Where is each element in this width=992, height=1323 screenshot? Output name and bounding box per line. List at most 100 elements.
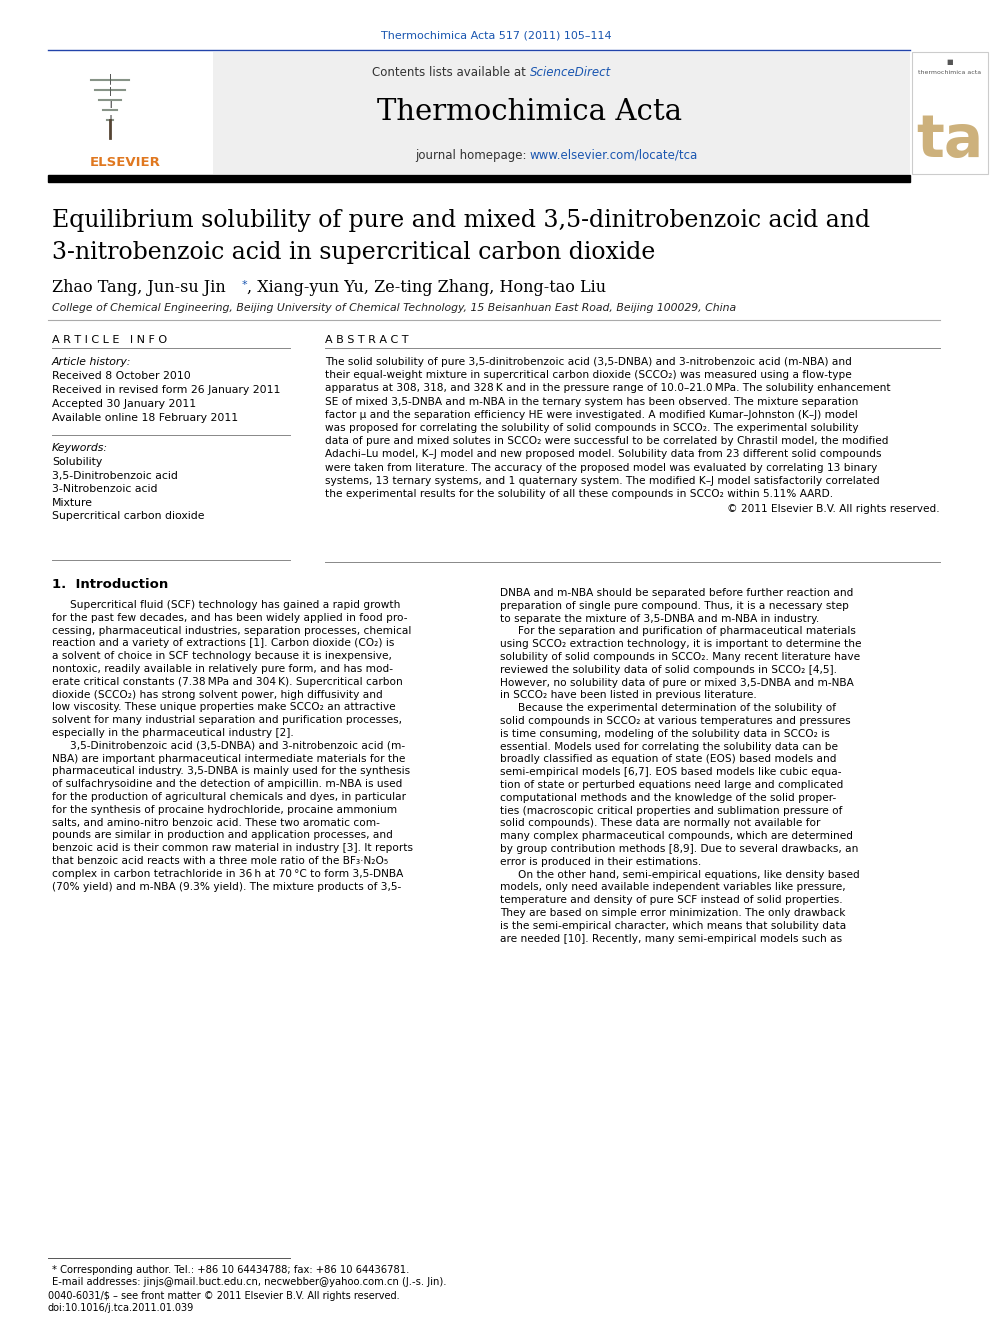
Text: DNBA and m-NBA should be separated before further reaction and: DNBA and m-NBA should be separated befor… (500, 587, 853, 598)
Text: using SCCO₂ extraction technology, it is important to determine the: using SCCO₂ extraction technology, it is… (500, 639, 861, 650)
Text: 3-nitrobenzoic acid in supercritical carbon dioxide: 3-nitrobenzoic acid in supercritical car… (52, 241, 656, 263)
Text: is time consuming, modeling of the solubility data in SCCO₂ is: is time consuming, modeling of the solub… (500, 729, 829, 738)
Text: is the semi-empirical character, which means that solubility data: is the semi-empirical character, which m… (500, 921, 846, 931)
Text: Thermochimica Acta: Thermochimica Acta (377, 98, 682, 126)
Text: nontoxic, readily available in relatively pure form, and has mod-: nontoxic, readily available in relativel… (52, 664, 393, 673)
Text: Supercritical fluid (SCF) technology has gained a rapid growth: Supercritical fluid (SCF) technology has… (70, 601, 401, 610)
Text: For the separation and purification of pharmaceutical materials: For the separation and purification of p… (518, 626, 856, 636)
Text: (70% yield) and m-NBA (9.3% yield). The mixture products of 3,5-: (70% yield) and m-NBA (9.3% yield). The … (52, 881, 401, 892)
Text: for the production of agricultural chemicals and dyes, in particular: for the production of agricultural chemi… (52, 792, 406, 802)
Text: |: | (108, 74, 112, 83)
Text: Keywords:: Keywords: (52, 443, 108, 452)
Text: , Xiang-yun Yu, Ze-ting Zhang, Hong-tao Liu: , Xiang-yun Yu, Ze-ting Zhang, Hong-tao … (247, 279, 606, 296)
Text: 3,5-Dinitrobenzoic acid (3,5-DNBA) and 3-nitrobenzoic acid (m-: 3,5-Dinitrobenzoic acid (3,5-DNBA) and 3… (70, 741, 405, 750)
Text: erate critical constants (7.38 MPa and 304 K). Supercritical carbon: erate critical constants (7.38 MPa and 3… (52, 677, 403, 687)
Text: |: | (109, 115, 111, 120)
Text: |: | (109, 101, 111, 108)
Text: cessing, pharmaceutical industries, separation processes, chemical: cessing, pharmaceutical industries, sepa… (52, 626, 412, 635)
Text: Adachi–Lu model, K–J model and new proposed model. Solubility data from 23 diffe: Adachi–Lu model, K–J model and new propo… (325, 450, 882, 459)
Text: However, no solubility data of pure or mixed 3,5-DNBA and m-NBA: However, no solubility data of pure or m… (500, 677, 854, 688)
Text: |: | (108, 87, 111, 97)
Text: factor μ and the separation efficiency HE were investigated. A modified Kumar–Jo: factor μ and the separation efficiency H… (325, 410, 858, 419)
Text: to separate the mixture of 3,5-DNBA and m-NBA in industry.: to separate the mixture of 3,5-DNBA and … (500, 614, 819, 623)
Text: pounds are similar in production and application processes, and: pounds are similar in production and app… (52, 831, 393, 840)
Text: salts, and amino-nitro benzoic acid. These two aromatic com-: salts, and amino-nitro benzoic acid. The… (52, 818, 380, 828)
Text: many complex pharmaceutical compounds, which are determined: many complex pharmaceutical compounds, w… (500, 831, 853, 841)
Text: On the other hand, semi-empirical equations, like density based: On the other hand, semi-empirical equati… (518, 869, 860, 880)
Text: 3-Nitrobenzoic acid: 3-Nitrobenzoic acid (52, 484, 158, 493)
Text: that benzoic acid reacts with a three mole ratio of the BF₃·N₂O₅: that benzoic acid reacts with a three mo… (52, 856, 388, 867)
Text: was proposed for correlating the solubility of solid compounds in SCCO₂. The exp: was proposed for correlating the solubil… (325, 423, 859, 433)
Text: 0040-6031/$ – see front matter © 2011 Elsevier B.V. All rights reserved.: 0040-6031/$ – see front matter © 2011 El… (48, 1291, 400, 1301)
Text: a solvent of choice in SCF technology because it is inexpensive,: a solvent of choice in SCF technology be… (52, 651, 392, 662)
Text: |: | (109, 101, 111, 108)
Text: complex in carbon tetrachloride in 36 h at 70 °C to form 3,5-DNBA: complex in carbon tetrachloride in 36 h … (52, 869, 404, 878)
Text: Received 8 October 2010: Received 8 October 2010 (52, 370, 190, 381)
Text: the experimental results for the solubility of all these compounds in SCCO₂ with: the experimental results for the solubil… (325, 490, 833, 499)
Text: www.elsevier.com/locate/tca: www.elsevier.com/locate/tca (530, 148, 698, 161)
Text: preparation of single pure compound. Thus, it is a necessary step: preparation of single pure compound. Thu… (500, 601, 849, 611)
Text: solid compounds in SCCO₂ at various temperatures and pressures: solid compounds in SCCO₂ at various temp… (500, 716, 850, 726)
Text: A R T I C L E   I N F O: A R T I C L E I N F O (52, 335, 167, 345)
Text: |: | (108, 74, 112, 83)
Text: in SCCO₂ have been listed in previous literature.: in SCCO₂ have been listed in previous li… (500, 691, 757, 700)
Text: The solid solubility of pure 3,5-dinitrobenzoic acid (3,5-DNBA) and 3-nitrobenzo: The solid solubility of pure 3,5-dinitro… (325, 357, 852, 366)
Text: |: | (108, 74, 112, 83)
Text: Thermochimica Acta 517 (2011) 105–114: Thermochimica Acta 517 (2011) 105–114 (381, 30, 611, 41)
Text: error is produced in their estimations.: error is produced in their estimations. (500, 857, 701, 867)
Text: apparatus at 308, 318, and 328 K and in the pressure range of 10.0–21.0 MPa. The: apparatus at 308, 318, and 328 K and in … (325, 384, 891, 393)
Text: systems, 13 ternary systems, and 1 quaternary system. The modified K–J model sat: systems, 13 ternary systems, and 1 quate… (325, 476, 880, 486)
Text: pharmaceutical industry. 3,5-DNBA is mainly used for the synthesis: pharmaceutical industry. 3,5-DNBA is mai… (52, 766, 410, 777)
Text: reaction and a variety of extractions [1]. Carbon dioxide (CO₂) is: reaction and a variety of extractions [1… (52, 639, 395, 648)
Text: their equal-weight mixture in supercritical carbon dioxide (SCCO₂) was measured : their equal-weight mixture in supercriti… (325, 370, 852, 380)
Text: solid compounds). These data are normally not available for: solid compounds). These data are normall… (500, 819, 820, 828)
Text: for the past few decades, and has been widely applied in food pro-: for the past few decades, and has been w… (52, 613, 408, 623)
Text: low viscosity. These unique properties make SCCO₂ an attractive: low viscosity. These unique properties m… (52, 703, 396, 712)
Text: especially in the pharmaceutical industry [2].: especially in the pharmaceutical industr… (52, 728, 294, 738)
Text: doi:10.1016/j.tca.2011.01.039: doi:10.1016/j.tca.2011.01.039 (48, 1303, 194, 1312)
Text: thermochimica acta: thermochimica acta (919, 70, 981, 74)
Text: journal homepage:: journal homepage: (415, 148, 530, 161)
Text: They are based on simple error minimization. The only drawback: They are based on simple error minimizat… (500, 908, 845, 918)
Text: © 2011 Elsevier B.V. All rights reserved.: © 2011 Elsevier B.V. All rights reserved… (727, 504, 940, 515)
Text: E-mail addresses: jinjs@mail.buct.edu.cn, necwebber@yahoo.com.cn (J.-s. Jin).: E-mail addresses: jinjs@mail.buct.edu.cn… (52, 1277, 446, 1287)
Text: essential. Models used for correlating the solubility data can be: essential. Models used for correlating t… (500, 742, 838, 751)
Text: dioxide (SCCO₂) has strong solvent power, high diffusivity and: dioxide (SCCO₂) has strong solvent power… (52, 689, 383, 700)
Text: Zhao Tang, Jun-su Jin: Zhao Tang, Jun-su Jin (52, 279, 226, 296)
Text: reviewed the solubility data of solid compounds in SCCO₂ [4,5].: reviewed the solubility data of solid co… (500, 664, 837, 675)
Text: A B S T R A C T: A B S T R A C T (325, 335, 409, 345)
Bar (48, 175, 910, 183)
Text: for the synthesis of procaine hydrochloride, procaine ammonium: for the synthesis of procaine hydrochlor… (52, 804, 397, 815)
FancyBboxPatch shape (912, 52, 988, 175)
Text: 3,5-Dinitrobenzoic acid: 3,5-Dinitrobenzoic acid (52, 471, 178, 480)
Text: |: | (108, 87, 111, 97)
Text: semi-empirical models [6,7]. EOS based models like cubic equa-: semi-empirical models [6,7]. EOS based m… (500, 767, 841, 777)
Text: 1.  Introduction: 1. Introduction (52, 578, 169, 591)
Text: tion of state or perturbed equations need large and complicated: tion of state or perturbed equations nee… (500, 781, 843, 790)
Text: Solubility: Solubility (52, 456, 102, 467)
Text: Equilibrium solubility of pure and mixed 3,5-dinitrobenzoic acid and: Equilibrium solubility of pure and mixed… (52, 209, 870, 232)
Text: are needed [10]. Recently, many semi-empirical models such as: are needed [10]. Recently, many semi-emp… (500, 934, 842, 943)
Text: ELSEVIER: ELSEVIER (90, 156, 161, 168)
Text: Available online 18 February 2011: Available online 18 February 2011 (52, 413, 238, 423)
Text: Article history:: Article history: (52, 357, 131, 366)
Text: NBA) are important pharmaceutical intermediate materials for the: NBA) are important pharmaceutical interm… (52, 754, 406, 763)
Text: *: * (242, 280, 248, 290)
Text: Mixture: Mixture (52, 497, 93, 508)
Text: ■: ■ (946, 60, 953, 65)
Text: temperature and density of pure SCF instead of solid properties.: temperature and density of pure SCF inst… (500, 896, 842, 905)
Text: |: | (108, 87, 111, 97)
Text: data of pure and mixed solutes in SCCO₂ were successful to be correlated by Chra: data of pure and mixed solutes in SCCO₂ … (325, 437, 889, 446)
Text: Accepted 30 January 2011: Accepted 30 January 2011 (52, 400, 196, 409)
Text: |: | (109, 115, 111, 120)
Text: |: | (109, 115, 111, 120)
Text: solvent for many industrial separation and purification processes,: solvent for many industrial separation a… (52, 716, 402, 725)
Text: ta: ta (917, 111, 984, 168)
Text: computational methods and the knowledge of the solid proper-: computational methods and the knowledge … (500, 792, 836, 803)
Text: by group contribution methods [8,9]. Due to several drawbacks, an: by group contribution methods [8,9]. Due… (500, 844, 858, 855)
FancyBboxPatch shape (48, 52, 213, 175)
Text: College of Chemical Engineering, Beijing University of Chemical Technology, 15 B: College of Chemical Engineering, Beijing… (52, 303, 736, 314)
Text: were taken from literature. The accuracy of the proposed model was evaluated by : were taken from literature. The accuracy… (325, 463, 877, 472)
Text: Contents lists available at: Contents lists available at (372, 66, 530, 79)
Text: Because the experimental determination of the solubility of: Because the experimental determination o… (518, 704, 836, 713)
